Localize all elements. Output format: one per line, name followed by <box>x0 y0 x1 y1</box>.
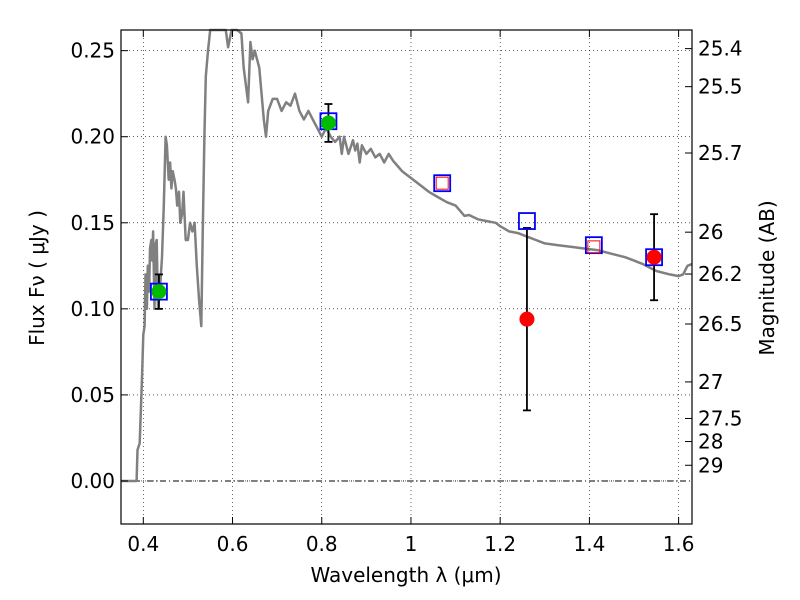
magnitude-tick-label: 25.5 <box>698 75 743 99</box>
x-tick-label: 1 <box>405 532 418 556</box>
y-tick-label: 0.25 <box>70 39 115 63</box>
magnitude-tick-label: 27 <box>698 370 723 394</box>
plot-frame <box>120 29 693 525</box>
magnitude-tick-label: 26.5 <box>698 312 743 336</box>
model-photometry-square <box>150 282 168 301</box>
magnitude-tick-label: 28 <box>698 430 723 454</box>
x-tick-label: 1.4 <box>573 532 605 556</box>
right-axis-title: Magnitude (AB) <box>755 200 779 355</box>
magnitude-tick-label: 29 <box>698 453 723 477</box>
model-photometry-square <box>518 212 536 230</box>
model-spectrum-line <box>121 28 693 483</box>
ir-detection-point <box>519 311 535 327</box>
y-tick-label: 0.05 <box>70 383 115 407</box>
model-photometry-square <box>433 174 452 193</box>
upper-limit-square <box>587 240 601 254</box>
model-photometry-square <box>645 248 663 267</box>
x-tick-label: 0.4 <box>127 532 159 556</box>
ir-detection-point <box>646 249 662 265</box>
grid-lines <box>121 30 692 524</box>
detection-markers <box>151 115 662 327</box>
optical-detection-point <box>151 284 167 300</box>
y-tick-label: 0.15 <box>70 211 115 235</box>
magnitude-tick-label: 27.5 <box>698 406 743 430</box>
y-axis-title: Flux Fν ( μJy ) <box>25 210 49 346</box>
y-tick-label: 0.00 <box>70 469 115 493</box>
error-bars <box>154 103 659 412</box>
magnitude-tick-label: 25.7 <box>698 141 743 165</box>
axis-ticks <box>121 30 692 524</box>
x-tick-label: 0.8 <box>306 532 338 556</box>
x-tick-label: 0.6 <box>217 532 249 556</box>
model-photometry-markers <box>150 112 663 301</box>
y-tick-labels: 0.00 0.05 0.10 0.15 0.20 0.25 <box>70 39 115 493</box>
magnitude-tick-label: 26.2 <box>698 262 743 286</box>
upper-limit-markers <box>435 176 601 254</box>
x-tick-label: 1.6 <box>663 532 695 556</box>
x-tick-labels: 0.4 0.6 0.8 1 1.2 1.4 1.6 <box>127 532 694 556</box>
optical-detection-point <box>320 115 336 131</box>
x-axis-title: Wavelength λ (μm) <box>310 563 501 587</box>
y-tick-label: 0.10 <box>70 297 115 321</box>
magnitude-tick-label: 25.4 <box>698 37 743 61</box>
x-tick-label: 1.2 <box>484 532 516 556</box>
y-tick-label: 0.20 <box>70 125 115 149</box>
magnitude-tick-label: 26 <box>698 220 723 244</box>
upper-limit-square <box>435 176 449 190</box>
